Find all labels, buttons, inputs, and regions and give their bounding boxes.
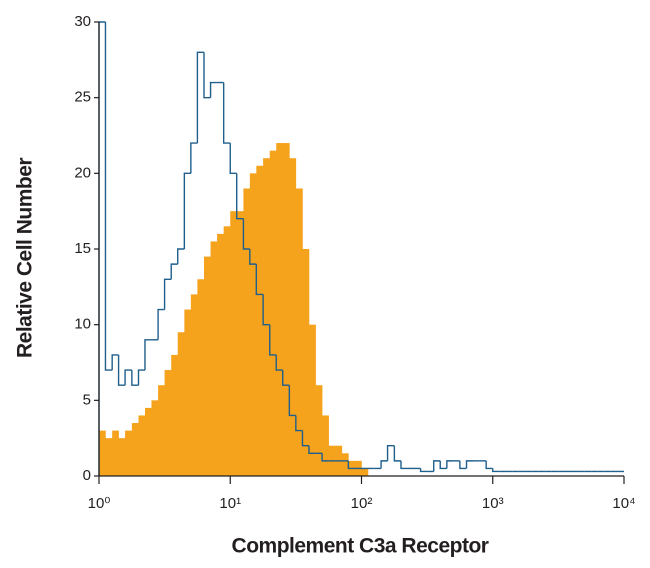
histogram-bar (315, 385, 323, 476)
histogram-step (321, 453, 329, 462)
histogram-bar (243, 188, 251, 476)
histogram-step (400, 460, 408, 470)
histogram-bar (263, 158, 271, 476)
y-tick-label: 20 (74, 164, 91, 181)
histogram-step (301, 430, 309, 447)
histogram-step (222, 82, 231, 144)
histogram-step (433, 460, 441, 472)
histogram-step (131, 370, 139, 386)
histogram-bar (112, 430, 119, 476)
histogram-step (137, 369, 145, 386)
histogram-bar (282, 143, 290, 477)
y-tick-label: 25 (74, 89, 91, 106)
histogram-step (465, 460, 474, 469)
histogram-step (492, 468, 500, 473)
histogram-bar (144, 407, 152, 476)
histogram-step (203, 52, 211, 99)
histogram-bar (256, 165, 264, 476)
histogram-step (347, 460, 355, 470)
histogram-step (380, 460, 388, 469)
histogram-step (446, 460, 454, 469)
histogram-step (104, 22, 113, 371)
y-tick-label: 30 (74, 13, 91, 30)
histogram-step (269, 324, 277, 356)
histogram-step (98, 21, 106, 476)
histogram-bar (289, 158, 297, 476)
histogram-step (157, 308, 165, 340)
histogram-bar (131, 423, 139, 476)
histogram-bar (184, 309, 192, 476)
x-tick-label: 10⁴ (612, 495, 635, 512)
histogram-step (163, 278, 172, 310)
histogram-step (386, 445, 395, 461)
histogram-bar (217, 233, 224, 476)
histogram-bar (164, 370, 172, 476)
histogram-bar (177, 332, 185, 476)
histogram-bar (210, 241, 218, 476)
histogram-bar (295, 188, 303, 476)
histogram-bar (236, 211, 244, 476)
x-tick-label: 10² (351, 495, 373, 512)
histogram-bar (118, 438, 126, 476)
y-tick-label: 10 (74, 316, 91, 333)
histogram-step (183, 172, 191, 249)
histogram-step (485, 460, 493, 470)
histogram-bar (322, 415, 329, 476)
histogram-bar (269, 150, 277, 476)
histogram-step (308, 445, 316, 454)
histogram-step (229, 143, 237, 175)
y-tick-label: 15 (74, 240, 91, 257)
histogram-bar (158, 385, 165, 476)
y-axis-title: Relative Cell Number (14, 158, 37, 358)
histogram-step (144, 339, 152, 371)
histogram-bar (99, 430, 106, 476)
x-axis-title: Complement C3a Receptor (232, 535, 489, 558)
histogram-step (124, 369, 132, 386)
histogram-bar (302, 249, 310, 476)
histogram-step (393, 445, 402, 462)
histogram-step (111, 354, 119, 371)
x-tick-label: 10⁰ (88, 495, 111, 512)
x-tick-label: 10³ (482, 495, 504, 512)
histogram-step (196, 51, 205, 144)
histogram-bar (308, 324, 316, 476)
histogram-step (262, 294, 270, 326)
histogram-bar (105, 438, 113, 476)
histogram-bar (151, 400, 159, 476)
histogram-bar (249, 173, 257, 477)
histogram-step (282, 370, 290, 386)
histogram-step (255, 264, 264, 296)
histogram-bar (138, 415, 146, 476)
histogram-step (177, 248, 185, 265)
histogram-step (242, 218, 250, 250)
histogram-step (459, 460, 467, 470)
histogram-bar (204, 256, 211, 476)
histogram-step (439, 460, 447, 470)
histogram-step (170, 263, 178, 280)
histogram-step (249, 249, 257, 265)
x-tick-label: 10¹ (219, 495, 241, 512)
histogram-bar (125, 430, 133, 476)
y-tick-label: 5 (83, 391, 91, 408)
histogram-step (295, 415, 303, 432)
histogram-bar (223, 226, 231, 476)
histogram-bar (276, 143, 284, 477)
histogram-step (209, 81, 218, 98)
histogram-step (190, 142, 198, 174)
y-tick-label: 0 (83, 467, 91, 484)
histogram-bar (190, 294, 198, 476)
histogram-bar (341, 453, 349, 476)
histogram-step (117, 354, 126, 386)
histogram-bar (197, 279, 205, 476)
histogram-step (419, 468, 428, 473)
histogram-step (288, 385, 296, 417)
histogram-step (236, 173, 244, 220)
histogram-step (275, 354, 283, 371)
histogram-bar (361, 468, 369, 476)
histogram-bar (171, 354, 179, 476)
histogram-bar (230, 211, 238, 476)
